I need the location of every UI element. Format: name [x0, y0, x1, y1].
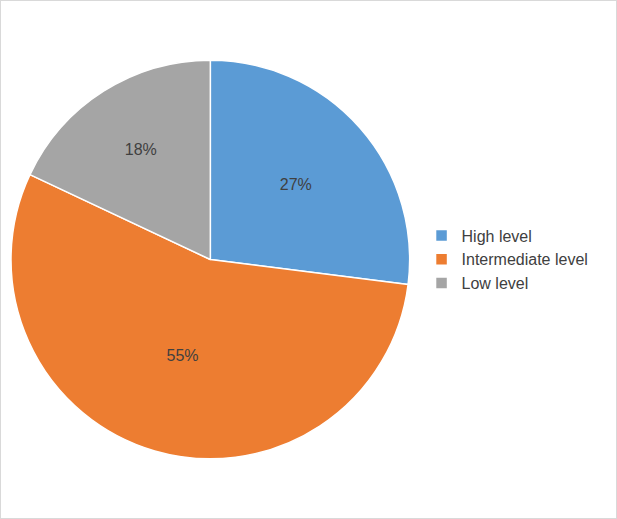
svg-text:18%: 18%	[125, 141, 157, 158]
svg-text:27%: 27%	[280, 176, 312, 193]
svg-text:55%: 55%	[167, 347, 199, 364]
svg-text:Low level: Low level	[462, 275, 529, 292]
svg-text:Intermediate level: Intermediate level	[462, 251, 588, 268]
svg-text:High level: High level	[462, 228, 532, 245]
